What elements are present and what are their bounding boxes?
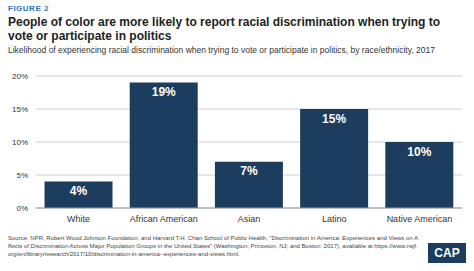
svg-text:19%: 19%: [152, 85, 176, 99]
svg-text:20%: 20%: [12, 72, 28, 81]
html-text:Source: NPR, Robert Wood Johns: Source: NPR, Robert Wood Johnson Foundat…: [8, 235, 418, 257]
svg-text:White: White: [67, 214, 90, 224]
svg-text:4%: 4%: [70, 184, 88, 198]
svg-text:15%: 15%: [322, 112, 346, 126]
svg-text:15%: 15%: [12, 105, 28, 114]
svg-text:10%: 10%: [407, 145, 431, 159]
html-text:Likelihood of experiencing rac: Likelihood of experiencing racial discri…: [8, 45, 435, 55]
html-text:People of color are more likel: People of color are more likely to repor…: [8, 15, 441, 43]
html-text:CAP: CAP: [434, 246, 460, 260]
svg-text:Native American: Native American: [387, 214, 453, 224]
svg-text:7%: 7%: [240, 164, 258, 178]
svg-text:Asian: Asian: [238, 214, 261, 224]
html-text:FIGURE 2: FIGURE 2: [8, 4, 49, 13]
svg-text:0%: 0%: [16, 204, 28, 213]
svg-text:African American: African American: [130, 214, 198, 224]
svg-text:10%: 10%: [12, 138, 28, 147]
svg-text:5%: 5%: [16, 171, 28, 180]
svg-text:Latino: Latino: [322, 214, 347, 224]
